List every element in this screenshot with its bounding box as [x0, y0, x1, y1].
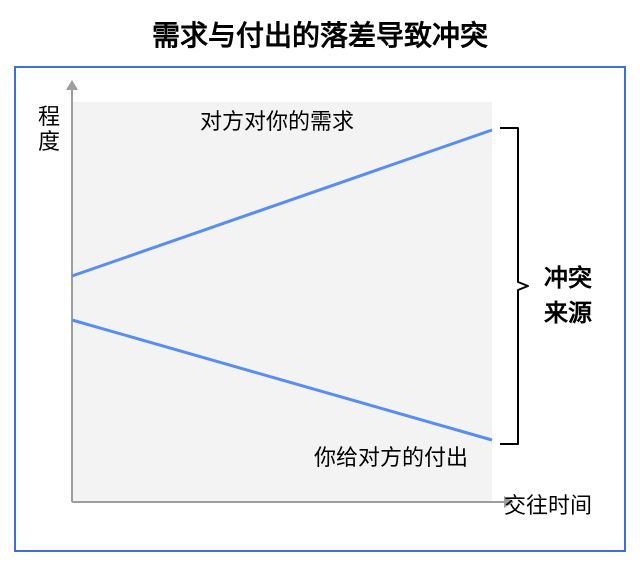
series-give-label: 你给对方的付出 [314, 440, 468, 472]
series-demand-label: 对方对你的需求 [200, 104, 354, 136]
y-axis-label: 程度 [38, 104, 60, 155]
x-axis-label: 交往时间 [504, 488, 592, 520]
gap-bracket [500, 128, 528, 444]
conflict-source-label: 冲突来源 [544, 258, 592, 328]
y-axis-arrow [66, 80, 78, 90]
